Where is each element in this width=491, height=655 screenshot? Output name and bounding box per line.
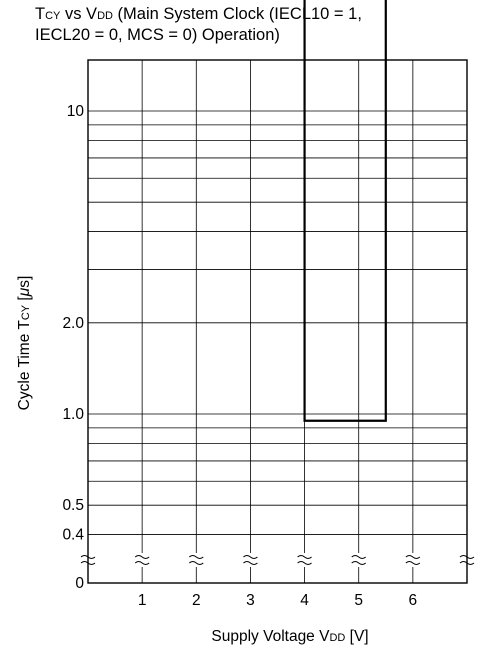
y-axis-label: Cycle Time TCY [μs] bbox=[16, 276, 33, 411]
axis-break-mark bbox=[351, 555, 367, 565]
x-axis-label-unit: [V] bbox=[345, 628, 368, 645]
guaranteed-operation-range-outline bbox=[303, 0, 387, 422]
axis-break-gap bbox=[405, 553, 420, 567]
chart-title-line-1: TCY vs VDD (Main System Clock (IECL10 = … bbox=[35, 4, 362, 26]
y-axis-label-subscript: CY bbox=[20, 304, 32, 320]
x-axis-label: Supply Voltage VDD [V] bbox=[211, 628, 368, 645]
chart-title-line-2: IECL20 = 0, MCS = 0) Operation) bbox=[35, 25, 280, 45]
y-tick-label: 0.4 bbox=[62, 527, 84, 544]
axis-break-mark bbox=[134, 555, 150, 565]
x-tick-label: 4 bbox=[300, 592, 309, 609]
axis-break-mark bbox=[188, 555, 204, 565]
y-tick-label: 2.0 bbox=[62, 315, 84, 332]
x-tick-label: 3 bbox=[246, 592, 255, 609]
x-tick-label: 2 bbox=[192, 592, 201, 609]
grid-lines bbox=[88, 60, 467, 583]
y-axis-label-unit-close: s] bbox=[16, 276, 33, 288]
axis-break-mark bbox=[405, 555, 421, 565]
x-axis-label-subscript: DD bbox=[329, 632, 345, 644]
y-tick-label: 0 bbox=[75, 575, 84, 592]
title-v-subscript: DD bbox=[97, 10, 113, 22]
series-layer: GuaranteedOperationRange bbox=[303, 0, 387, 422]
axis-break-gap bbox=[135, 553, 150, 567]
y-tick-label: 1.0 bbox=[62, 406, 84, 423]
axis-break-gap bbox=[243, 553, 258, 567]
title-vs-v: vs V bbox=[60, 5, 98, 23]
title-line-2-text: IECL20 = 0, MCS = 0) Operation) bbox=[35, 26, 280, 44]
title-t: T bbox=[35, 5, 46, 23]
axis-break-mark bbox=[243, 555, 258, 565]
y-tick-label: 0.5 bbox=[62, 497, 84, 514]
axis-break-gap bbox=[189, 553, 204, 567]
x-tick-label: 6 bbox=[409, 592, 418, 609]
x-axis-label-text: Supply Voltage V bbox=[211, 628, 330, 645]
axis-break-mark bbox=[297, 555, 312, 565]
title-t-subscript: CY bbox=[45, 10, 61, 22]
y-axis-label-text: Cycle Time T bbox=[16, 320, 33, 411]
axis-break-gap bbox=[297, 553, 312, 567]
x-tick-label: 5 bbox=[354, 592, 363, 609]
axis-break-gap bbox=[351, 553, 366, 567]
title-clock-text: (Main System Clock (IECL10 = 1, bbox=[112, 5, 362, 23]
y-axis-label-mu: μ bbox=[16, 287, 33, 297]
tick-labels: 12345660102.01.00.50.40 bbox=[62, 103, 418, 609]
y-axis-label-unit-open: [ bbox=[16, 296, 33, 305]
plot-frame bbox=[87, 59, 468, 584]
y-tick-label: 10 bbox=[67, 103, 85, 120]
axis-break-marks bbox=[80, 553, 475, 567]
x-tick-label: 1 bbox=[138, 592, 147, 609]
